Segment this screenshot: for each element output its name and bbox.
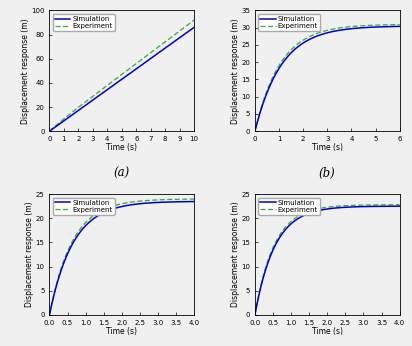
Simulation [47,313,52,317]
Simulation [394,204,399,208]
Y-axis label: Displacement response (m): Displacement response (m) [231,202,240,307]
Simulation [371,204,376,209]
Legend: Simulation, Experiment: Simulation, Experiment [258,198,320,215]
Simulation [322,31,327,36]
Simulation [397,204,402,208]
Experiment [192,18,197,22]
Simulation [117,79,122,83]
Experiment [116,75,121,79]
Experiment [394,203,399,207]
Simulation [339,28,344,32]
Legend: Simulation, Experiment: Simulation, Experiment [258,14,320,31]
Simulation [339,206,344,210]
Experiment [339,26,344,30]
Experiment [331,27,336,31]
Simulation [321,208,326,212]
Simulation [331,206,336,210]
Simulation [116,205,121,209]
Experiment [47,313,52,317]
Line: Simulation: Simulation [49,27,194,131]
X-axis label: Time (s): Time (s) [312,144,343,153]
Simulation [133,67,138,71]
Text: (b): (b) [319,167,336,181]
Simulation [371,25,376,29]
Experiment [117,202,122,207]
Experiment [331,204,336,209]
Simulation [133,202,138,206]
Line: Simulation: Simulation [255,26,400,131]
Experiment [322,29,327,33]
Experiment [322,206,327,210]
Line: Experiment: Experiment [49,20,194,131]
Experiment [394,22,399,27]
X-axis label: Time (s): Time (s) [106,327,137,336]
Legend: Simulation, Experiment: Simulation, Experiment [53,198,115,215]
Simulation [116,80,121,84]
Simulation [321,32,326,36]
Simulation [125,203,130,207]
Experiment [125,68,130,72]
Simulation [47,129,52,133]
Experiment [47,129,52,133]
Simulation [117,205,122,209]
Simulation [397,24,402,28]
Experiment [133,62,138,66]
Experiment [188,20,193,25]
Simulation [322,207,327,211]
Experiment [397,203,402,207]
Simulation [192,25,197,29]
Experiment [188,197,193,201]
Y-axis label: Displacement response (m): Displacement response (m) [231,18,240,124]
Experiment [321,206,326,210]
Experiment [166,198,171,202]
Simulation [331,29,336,34]
Experiment [321,29,326,33]
Experiment [339,204,344,208]
Line: Simulation: Simulation [255,206,400,315]
Text: (a): (a) [114,167,130,181]
Line: Experiment: Experiment [255,205,400,315]
Simulation [188,200,193,204]
Simulation [192,199,197,203]
Simulation [188,28,193,32]
Simulation [253,129,258,133]
Simulation [166,44,171,48]
X-axis label: Time (s): Time (s) [106,144,137,153]
Simulation [394,24,399,28]
Experiment [117,74,122,79]
Simulation [125,73,130,77]
Legend: Simulation, Experiment: Simulation, Experiment [53,14,115,31]
Experiment [116,202,121,207]
Experiment [192,197,197,201]
Y-axis label: Displacement response (m): Displacement response (m) [21,18,30,124]
Experiment [371,23,376,27]
X-axis label: Time (s): Time (s) [312,327,343,336]
Line: Experiment: Experiment [255,25,400,131]
Experiment [371,203,376,207]
Line: Simulation: Simulation [49,201,194,315]
Simulation [166,200,171,204]
Experiment [253,129,258,133]
Experiment [133,199,138,203]
Y-axis label: Displacement response (m): Displacement response (m) [25,202,34,307]
Experiment [166,38,171,42]
Experiment [397,22,402,27]
Simulation [253,313,258,317]
Line: Experiment: Experiment [49,199,194,315]
Experiment [125,201,130,205]
Experiment [253,313,258,317]
